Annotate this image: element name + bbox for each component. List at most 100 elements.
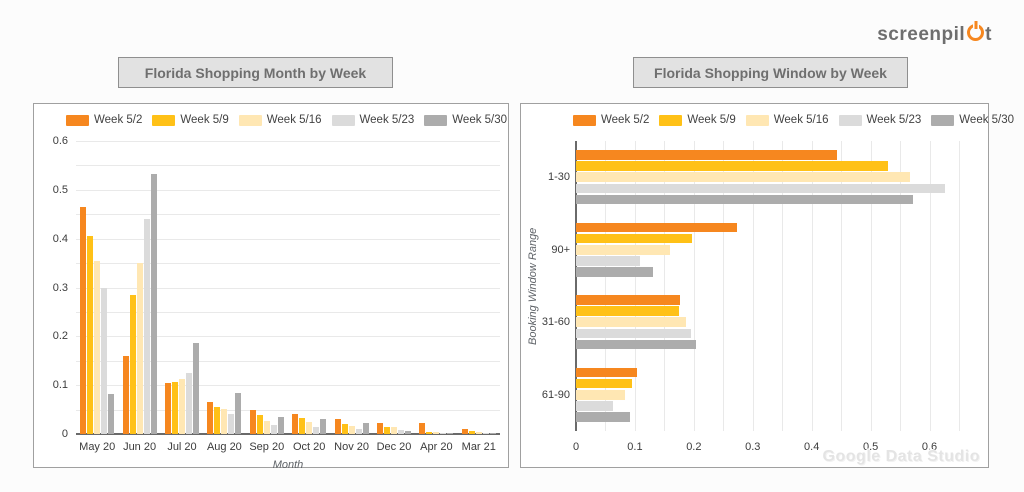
y-tick-label: 0.2 <box>52 330 68 343</box>
legend-label: Week 5/9 <box>180 114 229 126</box>
legend-swatch <box>659 114 683 126</box>
bar[interactable] <box>576 328 692 339</box>
bar[interactable] <box>306 422 313 434</box>
bar[interactable] <box>292 413 299 434</box>
legend-item[interactable]: Week 5/23 <box>331 114 414 126</box>
bar[interactable] <box>397 429 404 434</box>
legend-item[interactable]: Week 5/30 <box>424 114 507 126</box>
bar[interactable] <box>235 392 242 434</box>
gridline <box>76 238 500 240</box>
bar[interactable] <box>341 423 348 434</box>
bar[interactable] <box>150 174 157 434</box>
bar[interactable] <box>313 426 320 434</box>
bar[interactable] <box>80 206 87 434</box>
bar[interactable] <box>207 402 214 434</box>
bar[interactable] <box>136 263 143 434</box>
bar[interactable] <box>171 382 178 434</box>
bar[interactable] <box>576 295 680 305</box>
bar[interactable] <box>576 389 625 400</box>
legend-item[interactable]: Week 5/16 <box>745 114 829 126</box>
gridline <box>693 141 695 431</box>
bar[interactable] <box>192 342 199 434</box>
bar[interactable] <box>576 306 680 316</box>
bar[interactable] <box>299 417 306 434</box>
bar[interactable] <box>221 408 228 434</box>
bar[interactable] <box>129 294 136 434</box>
bar[interactable] <box>576 233 693 244</box>
legend-item[interactable]: Week 5/30 <box>931 114 1014 126</box>
bar[interactable] <box>214 407 221 434</box>
legend-item[interactable]: Week 5/16 <box>238 114 322 126</box>
bar[interactable] <box>348 426 355 434</box>
legend-item[interactable]: Week 5/9 <box>152 114 229 126</box>
bar[interactable] <box>576 161 888 171</box>
bar[interactable] <box>122 355 129 434</box>
bar[interactable] <box>143 219 150 434</box>
bar[interactable] <box>270 425 277 434</box>
bar[interactable] <box>576 194 914 205</box>
bar[interactable] <box>576 339 696 350</box>
bar[interactable] <box>576 244 671 255</box>
bar[interactable] <box>404 430 411 434</box>
bar[interactable] <box>576 150 838 160</box>
bar[interactable] <box>482 433 489 434</box>
gridline <box>870 141 872 431</box>
bar[interactable] <box>228 413 235 434</box>
bar[interactable] <box>101 287 108 434</box>
bar[interactable] <box>277 417 284 434</box>
bar[interactable] <box>256 415 263 434</box>
bar[interactable] <box>475 431 482 434</box>
x-category-label: Sep 20 <box>249 441 285 453</box>
bar[interactable] <box>334 419 341 434</box>
bar[interactable] <box>447 432 454 434</box>
bar[interactable] <box>426 431 433 434</box>
gridline <box>76 141 500 142</box>
gridline <box>76 263 500 265</box>
bar[interactable] <box>419 423 426 434</box>
legend-item[interactable]: Week 5/2 <box>66 114 142 126</box>
plot-area <box>76 141 500 435</box>
bar[interactable] <box>576 378 632 389</box>
bar[interactable] <box>185 373 192 434</box>
bar[interactable] <box>576 256 640 266</box>
gridline <box>76 385 500 387</box>
x-tick-label: 0.4 <box>804 441 820 453</box>
bar[interactable] <box>468 430 475 434</box>
legend-item[interactable]: Week 5/2 <box>573 114 649 126</box>
bar[interactable] <box>383 426 390 434</box>
bar[interactable] <box>576 401 614 411</box>
bar[interactable] <box>576 183 946 194</box>
bar[interactable] <box>461 428 468 434</box>
bar[interactable] <box>362 423 369 434</box>
x-category-label: Mar 21 <box>461 441 496 453</box>
bar[interactable] <box>94 260 101 434</box>
gridline <box>664 141 666 431</box>
bar-group <box>330 141 372 434</box>
bar[interactable] <box>249 409 256 434</box>
bar[interactable] <box>164 382 171 434</box>
bar[interactable] <box>440 433 447 434</box>
bar[interactable] <box>489 432 496 434</box>
legend-item[interactable]: Week 5/9 <box>659 114 736 126</box>
bar[interactable] <box>433 432 440 434</box>
bar[interactable] <box>376 423 383 434</box>
bar[interactable] <box>108 393 115 434</box>
bar[interactable] <box>576 317 686 328</box>
y-tick-label: 0.1 <box>52 379 68 392</box>
legend-label: Week 5/16 <box>773 114 829 126</box>
x-category-label: Jul 20 <box>167 441 197 453</box>
logo-text-suffix: t <box>985 24 992 45</box>
bar[interactable] <box>576 267 653 277</box>
x-tick-label: 0 <box>572 441 580 453</box>
legend-item[interactable]: Week 5/23 <box>838 114 921 126</box>
bar[interactable] <box>355 428 362 434</box>
bar[interactable] <box>576 172 910 183</box>
bar[interactable] <box>87 236 94 434</box>
bar[interactable] <box>576 367 638 378</box>
bar[interactable] <box>263 421 270 434</box>
bar[interactable] <box>178 378 185 434</box>
bar[interactable] <box>576 222 738 233</box>
bar[interactable] <box>320 418 327 434</box>
bar[interactable] <box>576 412 631 422</box>
bar[interactable] <box>390 427 397 434</box>
